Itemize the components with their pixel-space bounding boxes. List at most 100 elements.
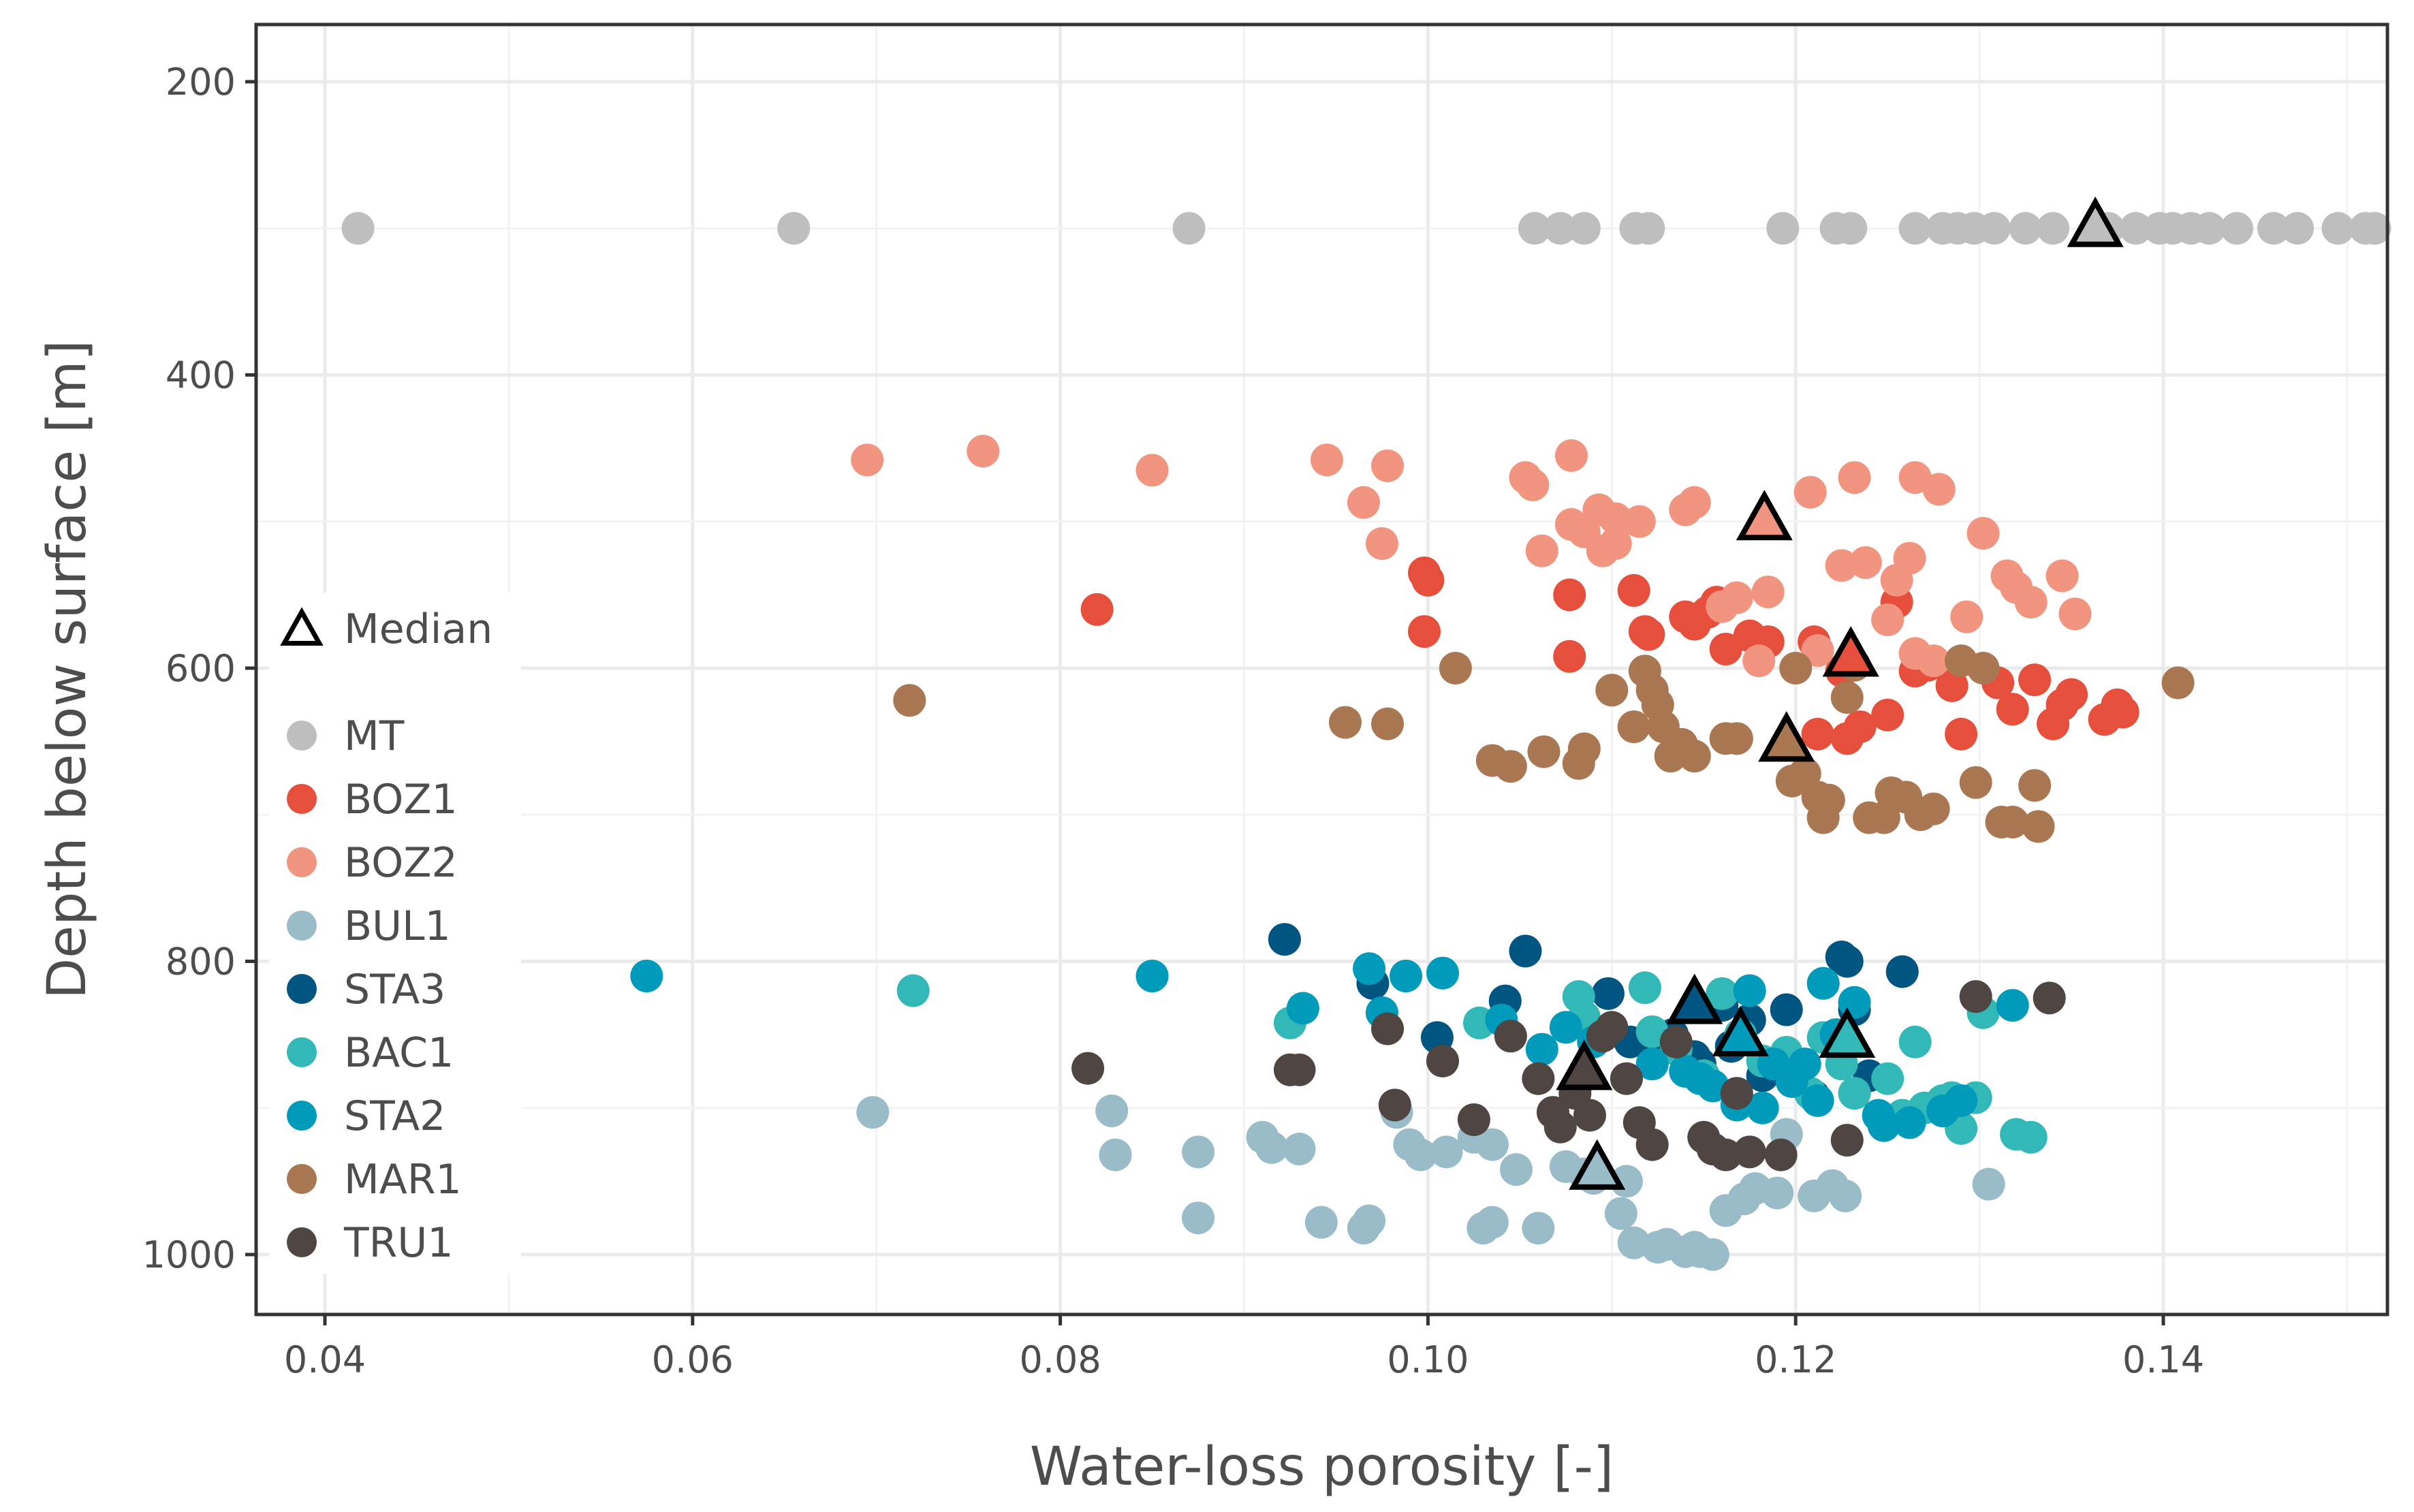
data-point-bul1 [1353, 1204, 1386, 1238]
x-tick-label: 0.12 [1755, 1338, 1836, 1381]
data-point-bac1 [2014, 1120, 2048, 1154]
data-point-tru1 [1283, 1053, 1316, 1086]
data-point-tru1 [2033, 981, 2066, 1015]
data-point-mt [777, 212, 811, 245]
y-tick-label: 800 [166, 941, 236, 983]
x-tick-label: 0.10 [1387, 1338, 1469, 1381]
data-point-boz2 [1849, 546, 1882, 580]
legend-swatch-boz1 [287, 784, 317, 814]
data-point-mar1 [1917, 792, 1950, 825]
median-triangle-icon [280, 607, 324, 646]
data-point-sta2 [1867, 1109, 1900, 1142]
data-point-boz1 [1632, 618, 1665, 651]
data-point-bac1 [1628, 971, 1661, 1005]
x-tick-label: 0.14 [2122, 1338, 2204, 1381]
data-point-mar1 [893, 684, 926, 717]
y-tick-label: 400 [166, 354, 236, 397]
data-point-bac1 [1838, 1077, 1871, 1110]
data-point-boz1 [1996, 693, 2029, 726]
x-axis-ticks: 0.04 0.06 0.08 0.10 0.12 0.14 [284, 1314, 2204, 1381]
data-point-bul1 [1522, 1212, 1555, 1245]
legend-swatch-bac1 [287, 1037, 317, 1067]
data-point-sta2 [1746, 1091, 1779, 1124]
data-point-sta2 [1635, 1048, 1669, 1081]
data-point-mt [2257, 212, 2290, 245]
median-markers [1556, 196, 2124, 1190]
data-point-boz1 [1553, 640, 1586, 673]
data-point-mar1 [1959, 766, 1992, 799]
data-point-boz2 [2058, 597, 2092, 631]
data-point-mar1 [1720, 722, 1753, 755]
median-marker-bul1 [1569, 1139, 1626, 1190]
legend-label-bul1: BUL1 [344, 902, 451, 950]
data-point-boz2 [1599, 502, 1632, 535]
data-point-sta3 [1830, 945, 1864, 978]
data-point-sta2 [1801, 1084, 1834, 1117]
y-axis-ticks: 200 400 600 800 1000 [142, 61, 256, 1276]
data-point-sta2 [1996, 989, 2029, 1022]
data-point-bul1 [1475, 1206, 1509, 1239]
data-point-tru1 [1573, 1099, 1606, 1132]
data-point-boz2 [1751, 576, 1785, 609]
data-point-boz2 [1801, 634, 1834, 667]
data-point-sta3 [1770, 993, 1803, 1026]
data-point-mt [2220, 212, 2253, 245]
data-point-mar1 [2022, 810, 2055, 843]
legend-item-sta2: STA2 [287, 1092, 445, 1140]
data-point-mar1 [1527, 735, 1561, 768]
data-point-tru1 [1457, 1103, 1490, 1136]
data-point-tru1 [1378, 1088, 1411, 1122]
data-point-sta2 [1945, 1084, 1978, 1117]
data-point-tru1 [1543, 1110, 1577, 1144]
data-point-boz2 [1922, 473, 1956, 506]
data-point-boz2 [1742, 644, 1776, 678]
data-point-bul1 [1475, 1128, 1509, 1161]
legend-label-boz1: BOZ1 [344, 776, 458, 823]
legend-item-boz1: BOZ1 [287, 776, 458, 823]
data-point-mt [2119, 212, 2152, 245]
data-point-bul1 [1099, 1138, 1132, 1171]
data-point-boz2 [1310, 443, 1343, 477]
legend-swatch-bul1 [287, 911, 317, 941]
data-point-mt [2321, 212, 2355, 245]
data-point-tru1 [1709, 1138, 1742, 1171]
data-point-mar1 [1779, 652, 1813, 684]
median-marker-tru1 [1556, 1039, 1613, 1090]
legend-label-tru1: TRU1 [343, 1219, 453, 1267]
data-point-bac1 [1706, 977, 1739, 1010]
data-point-sta2 [1893, 1106, 1926, 1139]
x-axis-title: Water-loss porosity [-] [1030, 1436, 1614, 1498]
data-point-boz2 [1554, 439, 1588, 472]
data-point-mar1 [1595, 674, 1629, 707]
data-point-bul1 [1182, 1201, 1215, 1235]
data-point-bac1 [896, 974, 930, 1007]
legend: Median MT BOZ1 BOZ2 BUL1 STA3 BAC1 STA2 MAR1 TRU… [269, 593, 521, 1274]
data-point-tru1 [1733, 1135, 1766, 1169]
legend-label-sta3: STA3 [344, 966, 445, 1013]
data-point-mt [2358, 212, 2392, 245]
y-tick-label: 1000 [142, 1233, 236, 1276]
data-point-mar1 [1567, 732, 1601, 766]
data-point-tru1 [1659, 1025, 1693, 1058]
data-point-bul1 [1499, 1153, 1533, 1186]
legend-item-boz2: BOZ2 [287, 839, 458, 887]
x-tick-label: 0.04 [284, 1338, 366, 1381]
data-point-sta3 [1591, 977, 1625, 1010]
data-point-tru1 [1959, 980, 1992, 1013]
data-point-boz2 [1365, 527, 1398, 561]
median-marker-boz2 [1736, 490, 1793, 541]
legend-swatch-boz2 [287, 847, 317, 877]
legend-label-sta2: STA2 [344, 1092, 445, 1140]
data-point-mar1 [2018, 769, 2052, 802]
data-point-bul1 [1761, 1176, 1794, 1210]
data-point-boz1 [1408, 615, 1441, 648]
data-point-boz2 [1678, 486, 1711, 519]
data-point-boz2 [1917, 644, 1950, 678]
median-marker-mt [2067, 196, 2124, 247]
data-point-boz2 [1371, 449, 1405, 482]
data-point-boz1 [1843, 710, 1877, 744]
data-points [341, 212, 2392, 1271]
data-point-boz2 [1720, 581, 1753, 614]
data-point-tru1 [1635, 1128, 1669, 1161]
data-point-mt [2009, 212, 2042, 245]
